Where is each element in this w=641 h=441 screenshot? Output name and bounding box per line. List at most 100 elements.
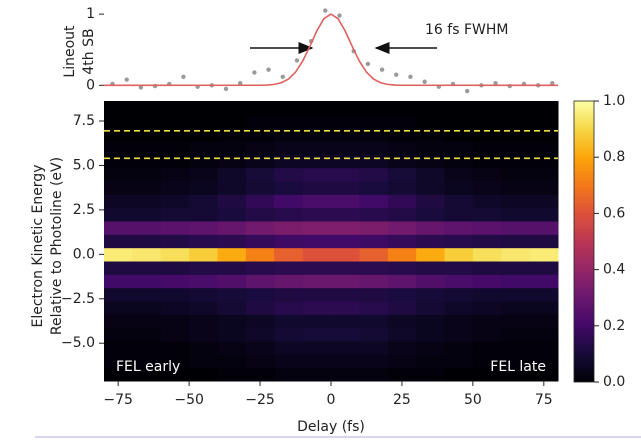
heatmap-cell bbox=[189, 274, 218, 289]
heatmap-cell bbox=[472, 301, 502, 315]
heatmap-cell bbox=[444, 301, 474, 315]
y-tick-label: −2.5 bbox=[61, 291, 95, 307]
y-tick-label: −5.0 bbox=[61, 335, 95, 351]
heatmap-cell bbox=[189, 234, 218, 249]
x-tick-label: 0 bbox=[327, 392, 336, 408]
heatmap-cell bbox=[359, 194, 389, 209]
heatmap-cell bbox=[160, 141, 190, 155]
heatmap-cell bbox=[274, 221, 304, 235]
heatmap-cell bbox=[132, 167, 162, 182]
heatmap-cell bbox=[416, 247, 445, 262]
heatmap-cell bbox=[472, 167, 502, 182]
heatmap-cell bbox=[387, 181, 417, 195]
heatmap-cell bbox=[444, 194, 474, 209]
heatmap-cell bbox=[444, 327, 474, 342]
heatmap-cell bbox=[331, 234, 360, 249]
heatmap-cell bbox=[104, 114, 133, 129]
heatmap-cell bbox=[501, 367, 531, 382]
y-tick-label: 0 bbox=[86, 77, 95, 93]
heatmap-cell bbox=[302, 167, 332, 182]
heatmap-cell bbox=[359, 221, 389, 235]
heatmap-cell bbox=[331, 127, 360, 142]
heatmap-cell bbox=[245, 194, 275, 209]
heatmap-cell bbox=[217, 141, 247, 155]
heatmap-cell bbox=[444, 114, 474, 129]
heatmap-cell bbox=[529, 221, 559, 235]
heatmap-cell bbox=[529, 101, 559, 115]
heatmap-cell bbox=[302, 141, 332, 155]
heatmap-cell bbox=[217, 261, 247, 275]
y-tick-label: 2.5 bbox=[73, 202, 95, 218]
heatmap-cell bbox=[387, 354, 417, 369]
heatmap-cell bbox=[189, 354, 218, 369]
colorbar-tick-label: 0.8 bbox=[603, 149, 625, 165]
heatmap-cell bbox=[132, 154, 162, 169]
heatmap-cell bbox=[416, 287, 445, 302]
data-point bbox=[465, 88, 470, 94]
heatmap-cell bbox=[160, 127, 190, 142]
heatmap-cell bbox=[189, 221, 218, 235]
heatmap-cell bbox=[359, 141, 389, 155]
heatmap-cell bbox=[387, 341, 417, 355]
heatmap-cell bbox=[416, 194, 445, 209]
heatmap-cell bbox=[416, 274, 445, 289]
heatmap-cell bbox=[529, 314, 559, 329]
y-axis-label: Lineout bbox=[62, 25, 78, 78]
heatmap-cell bbox=[387, 101, 417, 115]
heatmap-cell bbox=[501, 114, 531, 129]
heatmap-cell bbox=[160, 114, 190, 129]
heatmap-cell bbox=[359, 167, 389, 182]
heatmap-cell bbox=[331, 181, 360, 195]
heatmap-cell bbox=[359, 234, 389, 249]
colorbar bbox=[573, 100, 595, 383]
heatmap-cell bbox=[529, 367, 559, 382]
heatmap-cell bbox=[245, 354, 275, 369]
heatmap-cell bbox=[472, 181, 502, 195]
heatmap-cell bbox=[160, 247, 190, 262]
heatmap-cell bbox=[245, 314, 275, 329]
heatmap-cell bbox=[331, 274, 360, 289]
heatmap-cell bbox=[387, 314, 417, 329]
y-tick-label: 5.0 bbox=[73, 157, 95, 173]
heatmap-cell bbox=[529, 341, 559, 355]
fit-line bbox=[103, 13, 559, 87]
heatmap-cell bbox=[274, 127, 304, 142]
heatmap-cell bbox=[104, 261, 133, 275]
data-point bbox=[365, 61, 371, 67]
heatmap-cell bbox=[160, 194, 190, 209]
heatmap-cell bbox=[302, 341, 332, 355]
heatmap-cell bbox=[302, 127, 332, 142]
heatmap-cell bbox=[189, 287, 218, 302]
heatmap-cell bbox=[387, 234, 417, 249]
heatmap-cell bbox=[472, 221, 502, 235]
heatmap-cell bbox=[245, 141, 275, 155]
heatmap-cell bbox=[160, 341, 190, 355]
heatmap-cell bbox=[132, 114, 162, 129]
heatmap-cell bbox=[274, 194, 304, 209]
heatmap-cell bbox=[387, 167, 417, 182]
heatmap-cell bbox=[104, 141, 133, 155]
heatmap-cell bbox=[444, 154, 474, 169]
heatmap-cell bbox=[274, 154, 304, 169]
heatmap-cell bbox=[444, 141, 474, 155]
heatmap-cell bbox=[501, 301, 531, 315]
heatmap-cell bbox=[274, 367, 304, 382]
heatmap-cell bbox=[245, 367, 275, 382]
heatmap-cell bbox=[104, 221, 133, 235]
heatmap-cell bbox=[132, 181, 162, 195]
heatmap-cell bbox=[132, 141, 162, 155]
heatmap-cell bbox=[331, 287, 360, 302]
data-point bbox=[181, 74, 186, 79]
heatmap-cell bbox=[104, 181, 133, 195]
heatmap-cell bbox=[217, 234, 247, 249]
heatmap-cell bbox=[160, 221, 190, 235]
heatmap-cell bbox=[189, 141, 218, 155]
heatmap-cell bbox=[416, 221, 445, 235]
heatmap-cell bbox=[104, 354, 133, 369]
heatmap-cell bbox=[132, 341, 162, 355]
heatmap-cell bbox=[274, 247, 304, 262]
heatmap-cell bbox=[331, 367, 360, 382]
data-point bbox=[223, 86, 229, 92]
heatmap-cell bbox=[359, 261, 389, 275]
heatmap-cell bbox=[416, 327, 445, 342]
